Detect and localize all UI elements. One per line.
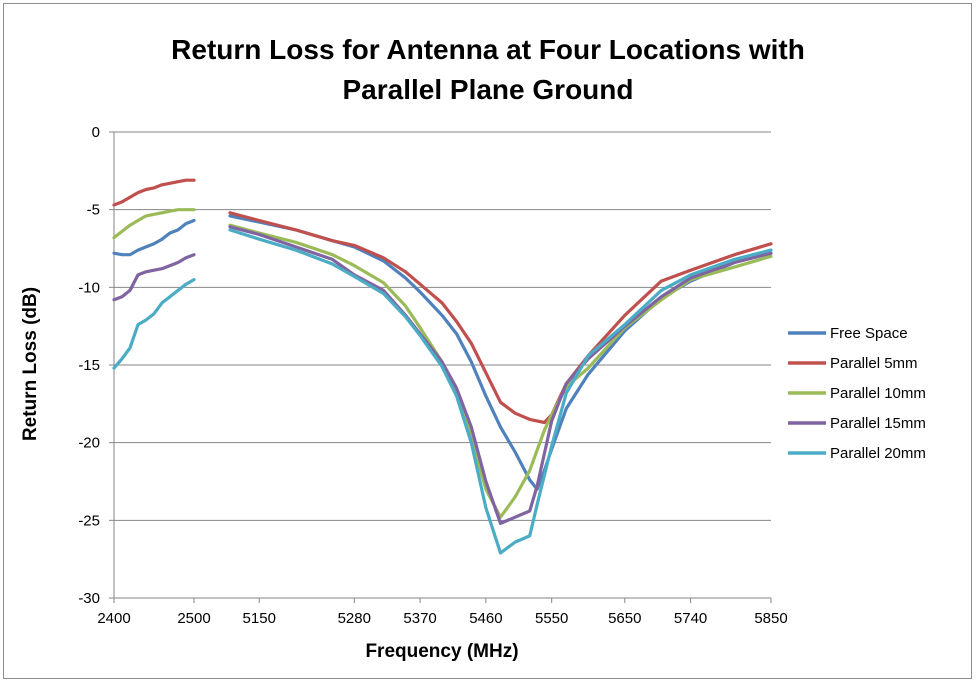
series-line-parallel-15mm-band1 bbox=[112, 253, 196, 302]
legend-label-parallel-15mm: Parallel 15mm bbox=[830, 415, 926, 432]
x-tick-label: 5850 bbox=[754, 610, 787, 627]
series-line-parallel-5mm-band2 bbox=[228, 211, 773, 425]
y-tick-label: -10 bbox=[78, 279, 100, 296]
y-tick-label: -15 bbox=[78, 357, 100, 374]
chart-title-line-2: Parallel Plane Ground bbox=[343, 74, 634, 105]
y-tick-label: -20 bbox=[78, 435, 100, 452]
tick-labels: 0 -5 -10 -15 -20 -25 -30 2400 2500 5150 5280 5370 54… bbox=[78, 124, 787, 627]
x-tick-label: 5650 bbox=[608, 610, 641, 627]
axes bbox=[109, 131, 772, 603]
x-axis-label: Frequency (MHz) bbox=[365, 641, 518, 662]
line-chart: Return Loss for Antenna at Four Location… bbox=[20, 34, 926, 662]
legend-label-parallel-5mm: Parallel 5mm bbox=[830, 355, 918, 372]
legend-label-free-space: Free Space bbox=[830, 325, 908, 342]
y-tick-label: -30 bbox=[78, 590, 100, 607]
series-line-parallel-15mm-band2 bbox=[228, 225, 773, 526]
series-line-parallel-10mm-band1 bbox=[112, 208, 196, 240]
series-lines bbox=[112, 178, 773, 555]
y-tick-label: -5 bbox=[87, 202, 100, 219]
x-tick-label: 5370 bbox=[403, 610, 436, 627]
y-tick-label: -25 bbox=[78, 512, 100, 529]
x-tick-label: 5280 bbox=[338, 610, 371, 627]
legend-label-parallel-10mm: Parallel 10mm bbox=[830, 385, 926, 402]
chart-title-line-1: Return Loss for Antenna at Four Location… bbox=[171, 34, 805, 65]
series-line-parallel-5mm-band1 bbox=[112, 178, 196, 207]
y-axis-label: Return Loss (dB) bbox=[20, 287, 41, 441]
x-tick-label: 5550 bbox=[535, 610, 568, 627]
legend-label-parallel-20mm: Parallel 20mm bbox=[830, 445, 926, 462]
series-line-free-space-band1 bbox=[112, 218, 196, 257]
chart-area: Return Loss for Antenna at Four Location… bbox=[3, 3, 972, 679]
legend: Free Space Parallel 5mm Parallel 10mm Paral… bbox=[788, 325, 926, 462]
y-tick-label: 0 bbox=[92, 124, 100, 141]
x-tick-label: 5150 bbox=[243, 610, 276, 627]
x-tick-label: 2400 bbox=[97, 610, 130, 627]
series-line-parallel-20mm-band2 bbox=[228, 228, 773, 555]
x-tick-label: 5460 bbox=[469, 610, 502, 627]
x-tick-label: 5740 bbox=[674, 610, 707, 627]
series-line-parallel-20mm-band1 bbox=[112, 278, 196, 370]
x-tick-label: 2500 bbox=[177, 610, 210, 627]
gridlines bbox=[114, 131, 771, 521]
